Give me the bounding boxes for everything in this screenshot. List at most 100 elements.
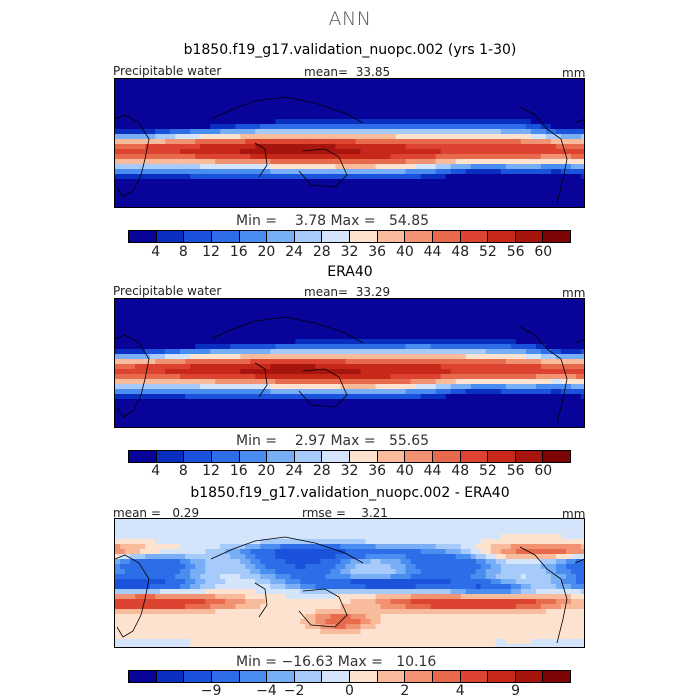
field-cell [125, 129, 131, 135]
field-cell [235, 309, 241, 315]
field-cell [175, 179, 181, 185]
field-cell [475, 414, 482, 420]
field-cell [315, 109, 322, 115]
field-cell [225, 374, 231, 380]
field-cell [240, 304, 246, 310]
field-cell [370, 114, 377, 120]
field-cell [450, 314, 457, 320]
field-cell [565, 109, 572, 115]
field-cell [285, 359, 291, 365]
field-cell [570, 414, 577, 420]
field-cell [175, 189, 181, 195]
field-cell [380, 104, 387, 110]
field-cell [185, 169, 191, 175]
field-cell [210, 119, 216, 125]
field-cell [445, 364, 452, 370]
field-cell [365, 399, 372, 405]
field-cell [295, 174, 301, 180]
field-cell [495, 84, 502, 90]
field-cell [415, 134, 422, 140]
field-cell [480, 179, 487, 185]
field-cell [580, 414, 584, 420]
field-cell [565, 204, 572, 207]
field-cell [390, 389, 397, 395]
field-cell [475, 114, 482, 120]
field-cell [495, 134, 502, 140]
field-cell [135, 324, 141, 330]
field-cell [180, 414, 186, 420]
field-cell [295, 384, 301, 390]
field-cell [390, 339, 397, 345]
field-cell [260, 344, 266, 350]
field-cell [190, 414, 196, 420]
field-cell [265, 399, 271, 405]
field-cell [160, 399, 166, 405]
field-cell [230, 104, 236, 110]
field-cell [395, 394, 402, 400]
field-cell [525, 164, 532, 170]
field-cell [140, 84, 146, 90]
field-cell [410, 384, 417, 390]
field-cell [485, 89, 492, 95]
field-cell [425, 389, 432, 395]
field-cell [265, 414, 271, 420]
field-cell [450, 364, 457, 370]
field-cell [430, 94, 437, 100]
field-cell [150, 99, 156, 105]
field-cell [385, 394, 392, 400]
field-cell [565, 379, 572, 385]
field-cell [310, 359, 317, 365]
field-cell [435, 389, 442, 395]
field-cell [555, 379, 562, 385]
field-cell [420, 109, 427, 115]
field-cell [130, 84, 136, 90]
field-cell [390, 409, 397, 415]
field-cell [500, 104, 507, 110]
field-cell [280, 124, 286, 130]
field-cell [195, 109, 201, 115]
field-cell [365, 184, 372, 190]
field-cell [220, 149, 226, 155]
field-cell [515, 164, 522, 170]
field-cell [205, 154, 211, 160]
field-cell [205, 389, 211, 395]
field-cell [190, 139, 196, 145]
field-cell [290, 124, 296, 130]
field-cell [140, 174, 146, 180]
field-cell [235, 194, 241, 200]
field-cell [335, 409, 342, 415]
field-cell [480, 369, 487, 375]
field-cell [395, 99, 402, 105]
field-cell [225, 174, 231, 180]
field-cell [455, 184, 462, 190]
field-cell [525, 104, 532, 110]
field-cell [495, 424, 502, 427]
field-cell [385, 414, 392, 420]
field-cell [505, 114, 512, 120]
field-cell [120, 384, 126, 390]
field-cell [440, 134, 447, 140]
field-cell [480, 304, 487, 310]
field-cell [315, 204, 322, 207]
field-cell [410, 154, 417, 160]
field-cell [410, 159, 417, 165]
field-cell [360, 314, 367, 320]
field-cell [500, 189, 507, 195]
field-cell [425, 329, 432, 335]
field-cell [155, 154, 161, 160]
field-cell [150, 184, 156, 190]
field-cell [280, 379, 286, 385]
field-cell [445, 144, 452, 150]
field-cell [400, 374, 407, 380]
field-cell [380, 359, 387, 365]
field-cell [280, 339, 286, 345]
field-cell [370, 329, 377, 335]
field-cell [240, 319, 246, 325]
field-cell [385, 299, 392, 305]
field-cell [130, 169, 136, 175]
field-cell [375, 99, 382, 105]
field-cell [270, 124, 276, 130]
field-cell [165, 174, 171, 180]
field-cell [480, 324, 487, 330]
field-cell [525, 339, 532, 345]
